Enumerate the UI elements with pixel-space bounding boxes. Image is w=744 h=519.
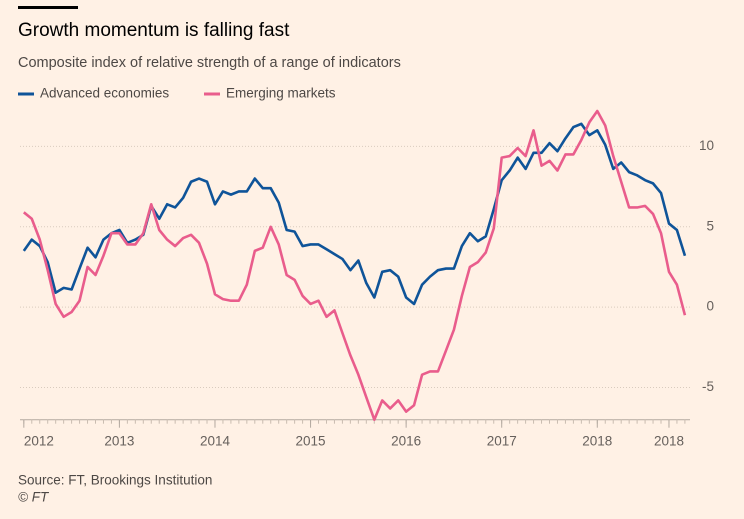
source: Source: FT, Brookings Institution — [18, 473, 212, 488]
chart-subtitle: Composite index of relative strength of … — [18, 55, 401, 71]
y-tick-label: 0 — [706, 299, 714, 314]
series-line — [23, 109, 687, 421]
y-tick-label: 5 — [706, 218, 714, 233]
x-tick-label: 2015 — [296, 433, 326, 448]
title-bar — [18, 6, 78, 9]
y-tick-label: -5 — [702, 379, 714, 394]
x-tick-label: 2018 — [654, 433, 684, 448]
legend-label: Emerging markets — [226, 86, 336, 101]
x-tick-label: 2017 — [487, 433, 517, 448]
x-tick-label: 2014 — [200, 433, 231, 448]
copyright: © FT — [18, 490, 50, 505]
x-tick-label: 2016 — [391, 433, 421, 448]
x-tick-label: 2018 — [582, 433, 612, 448]
x-tick-label: 2013 — [104, 433, 134, 448]
chart-title: Growth momentum is falling fast — [18, 20, 290, 41]
x-tick-label: 2012 — [24, 433, 54, 448]
series-line — [22, 122, 687, 306]
legend-label: Advanced economies — [40, 86, 169, 101]
y-tick-label: 10 — [699, 138, 714, 153]
